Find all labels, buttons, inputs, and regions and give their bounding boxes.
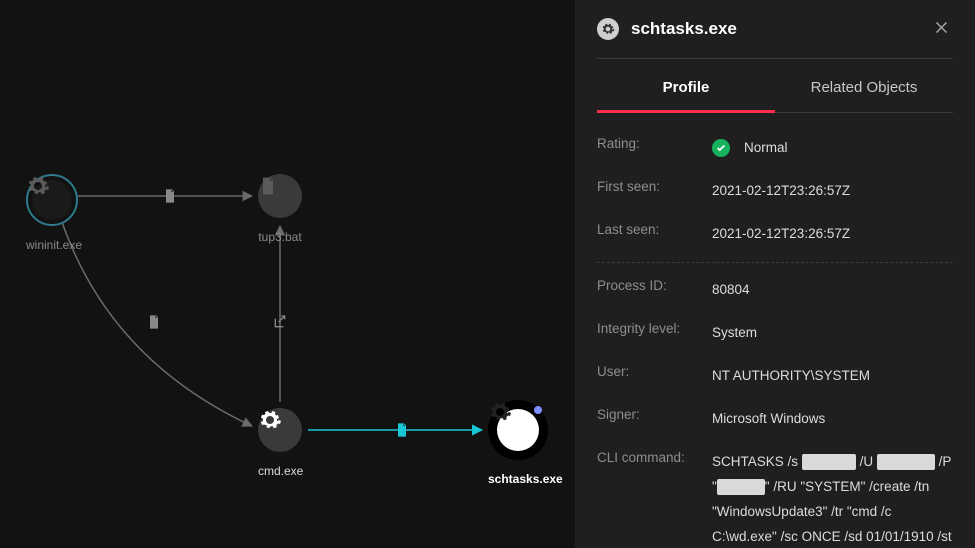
label-integrity: Integrity level: xyxy=(597,321,712,336)
divider xyxy=(597,262,953,263)
value-cli: SCHTASKS /s /U /P "" /RU "SYSTEM" /creat… xyxy=(712,450,953,548)
tab-profile[interactable]: Profile xyxy=(597,63,775,113)
graph-node-tup3[interactable]: tup3.bat xyxy=(258,174,302,244)
edge-icon xyxy=(146,314,162,330)
close-icon xyxy=(934,20,949,35)
value-last-seen: 2021-02-12T23:26:57Z xyxy=(712,222,953,247)
label-first-seen: First seen: xyxy=(597,179,712,194)
value-integrity: System xyxy=(712,321,953,346)
node-label: cmd.exe xyxy=(258,464,303,478)
edge-icon xyxy=(162,188,178,204)
redacted xyxy=(877,454,935,470)
close-button[interactable] xyxy=(929,19,953,40)
gear-icon xyxy=(258,408,282,432)
graph-node-schtasks[interactable]: schtasks.exe xyxy=(488,400,563,486)
label-rating: Rating: xyxy=(597,136,712,151)
gear-icon xyxy=(488,400,512,424)
redacted xyxy=(802,454,856,470)
panel-header: schtasks.exe xyxy=(597,18,953,59)
graph-node-wininit[interactable]: wininit.exe xyxy=(26,174,82,252)
check-icon xyxy=(712,139,730,157)
redacted xyxy=(717,479,765,495)
node-label: schtasks.exe xyxy=(488,472,563,486)
value-pid: 80804 xyxy=(712,278,953,303)
graph-node-cmd[interactable]: cmd.exe xyxy=(258,408,303,478)
node-label: tup3.bat xyxy=(258,230,302,244)
process-graph-canvas[interactable]: wininit.exe tup3.bat cmd.exe schtasks.ex… xyxy=(0,0,575,548)
value-first-seen: 2021-02-12T23:26:57Z xyxy=(712,179,953,204)
tab-related-objects[interactable]: Related Objects xyxy=(775,63,953,112)
value-user: NT AUTHORITY\SYSTEM xyxy=(712,364,953,389)
panel-title: schtasks.exe xyxy=(631,19,929,39)
value-signer: Microsoft Windows xyxy=(712,407,953,432)
gear-icon xyxy=(26,174,50,198)
edge-icon xyxy=(394,422,410,438)
details-panel: schtasks.exe Profile Related Objects Rat… xyxy=(575,0,975,548)
node-label: wininit.exe xyxy=(26,238,82,252)
panel-tabs: Profile Related Objects xyxy=(597,63,953,113)
profile-fields: Rating: Normal First seen: 2021-02-12T23… xyxy=(597,113,953,548)
value-rating: Normal xyxy=(712,136,953,161)
label-signer: Signer: xyxy=(597,407,712,422)
label-last-seen: Last seen: xyxy=(597,222,712,237)
label-pid: Process ID: xyxy=(597,278,712,293)
label-user: User: xyxy=(597,364,712,379)
edge-icon xyxy=(272,314,288,330)
gear-icon xyxy=(597,18,619,40)
label-cli: CLI command: xyxy=(597,450,712,465)
file-icon xyxy=(258,174,278,198)
status-dot xyxy=(534,406,542,414)
